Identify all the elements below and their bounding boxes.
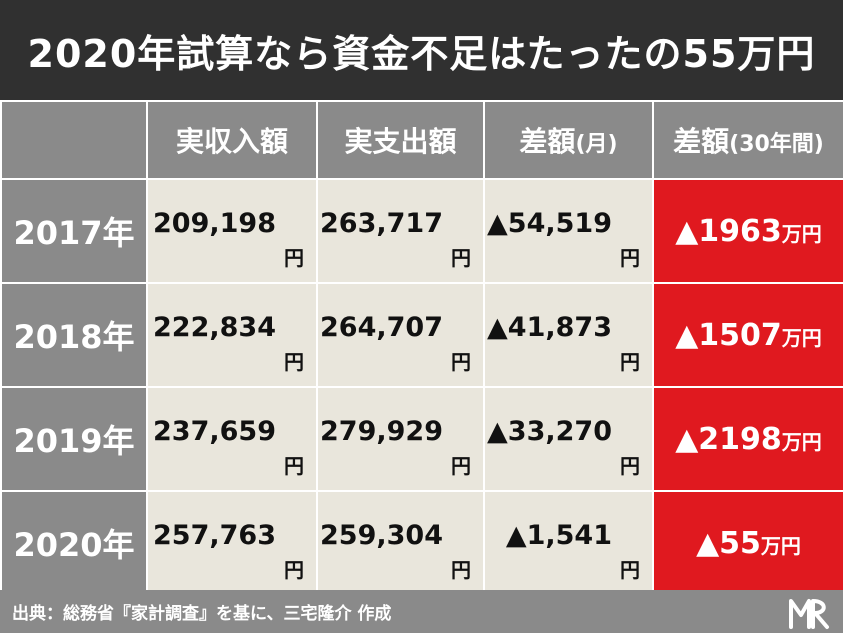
- diff-cell: ▲54,519 円: [483, 178, 654, 284]
- income-cell: 222,834 円: [146, 282, 318, 388]
- total-cell: ▲2198万円: [652, 386, 843, 492]
- yen-unit: 円: [620, 350, 640, 374]
- diff-value: ▲54,519: [487, 208, 612, 239]
- total-cell: ▲1507万円: [652, 282, 843, 388]
- income-value: 257,763: [153, 520, 276, 551]
- expense-cell: 263,717 円: [316, 178, 485, 284]
- yen-unit: 円: [284, 454, 304, 478]
- row-year: 2019年: [0, 386, 148, 492]
- header-income: 実収入額: [146, 100, 318, 180]
- table-row: 2019年 237,659 円 279,929 円 ▲33,270 円 ▲2198万円: [0, 386, 843, 492]
- total-unit: 万円: [781, 429, 822, 454]
- table-row: 2020年 257,763 円 259,304 円 ▲1,541 円 ▲55万円: [0, 490, 843, 596]
- yen-unit: 円: [620, 558, 640, 582]
- income-value: 209,198: [153, 208, 276, 239]
- diff-cell: ▲1,541 円: [483, 490, 654, 596]
- yen-unit: 円: [451, 246, 471, 270]
- header-diff-month: 差額(月): [483, 100, 654, 180]
- diff-cell: ▲33,270 円: [483, 386, 654, 492]
- yen-unit: 円: [451, 454, 471, 478]
- header-diff-30y-sub: (30年間): [729, 132, 824, 157]
- source-footer: 出典：総務省『家計調査』を基に、三宅隆介 作成: [0, 590, 843, 633]
- total-unit: 万円: [781, 325, 822, 350]
- income-value: 222,834: [153, 312, 276, 343]
- yen-unit: 円: [284, 558, 304, 582]
- header-corner: [0, 100, 148, 180]
- expense-cell: 259,304 円: [316, 490, 485, 596]
- mr-logo-icon: [789, 599, 829, 629]
- yen-unit: 円: [451, 350, 471, 374]
- diff-cell: ▲41,873 円: [483, 282, 654, 388]
- yen-unit: 円: [620, 246, 640, 270]
- income-cell: 237,659 円: [146, 386, 318, 492]
- header-diff-30y: 差額(30年間): [652, 100, 843, 180]
- header-expense: 実支出額: [316, 100, 485, 180]
- total-value: ▲1507: [675, 317, 782, 353]
- yen-unit: 円: [451, 558, 471, 582]
- expense-value: 279,929: [320, 416, 443, 447]
- yen-unit: 円: [284, 246, 304, 270]
- expense-cell: 279,929 円: [316, 386, 485, 492]
- total-unit: 万円: [781, 221, 822, 246]
- total-cell: ▲55万円: [652, 490, 843, 596]
- diff-value: ▲33,270: [487, 416, 612, 447]
- total-value: ▲2198: [675, 421, 782, 457]
- row-year: 2020年: [0, 490, 148, 596]
- row-year: 2018年: [0, 282, 148, 388]
- table-row: 2017年 209,198 円 263,717 円 ▲54,519 円 ▲1963万円: [0, 178, 843, 284]
- expense-value: 264,707: [320, 312, 443, 343]
- total-unit: 万円: [760, 533, 801, 558]
- expense-cell: 264,707 円: [316, 282, 485, 388]
- table-row: 2018年 222,834 円 264,707 円 ▲41,873 円 ▲1507万円: [0, 282, 843, 388]
- income-cell: 257,763 円: [146, 490, 318, 596]
- income-value: 237,659: [153, 416, 276, 447]
- total-value: ▲55: [696, 525, 761, 561]
- income-cell: 209,198 円: [146, 178, 318, 284]
- total-value: ▲1963: [675, 213, 782, 249]
- page-title: 2020年試算なら資金不足はたったの55万円: [0, 0, 843, 100]
- header-diff-month-main: 差額: [519, 125, 576, 158]
- table-header-row: 実収入額 実支出額 差額(月) 差額(30年間): [0, 100, 843, 180]
- household-budget-table: 実収入額 実支出額 差額(月) 差額(30年間) 2017年 209,198 円 …: [0, 100, 843, 596]
- header-diff-30y-main: 差額: [673, 125, 730, 158]
- yen-unit: 円: [284, 350, 304, 374]
- yen-unit: 円: [620, 454, 640, 478]
- total-cell: ▲1963万円: [652, 178, 843, 284]
- row-year: 2017年: [0, 178, 148, 284]
- diff-value: ▲41,873: [487, 312, 612, 343]
- expense-value: 263,717: [320, 208, 443, 239]
- header-diff-month-sub: (月): [575, 132, 618, 157]
- expense-value: 259,304: [320, 520, 443, 551]
- diff-value: ▲1,541: [505, 520, 612, 551]
